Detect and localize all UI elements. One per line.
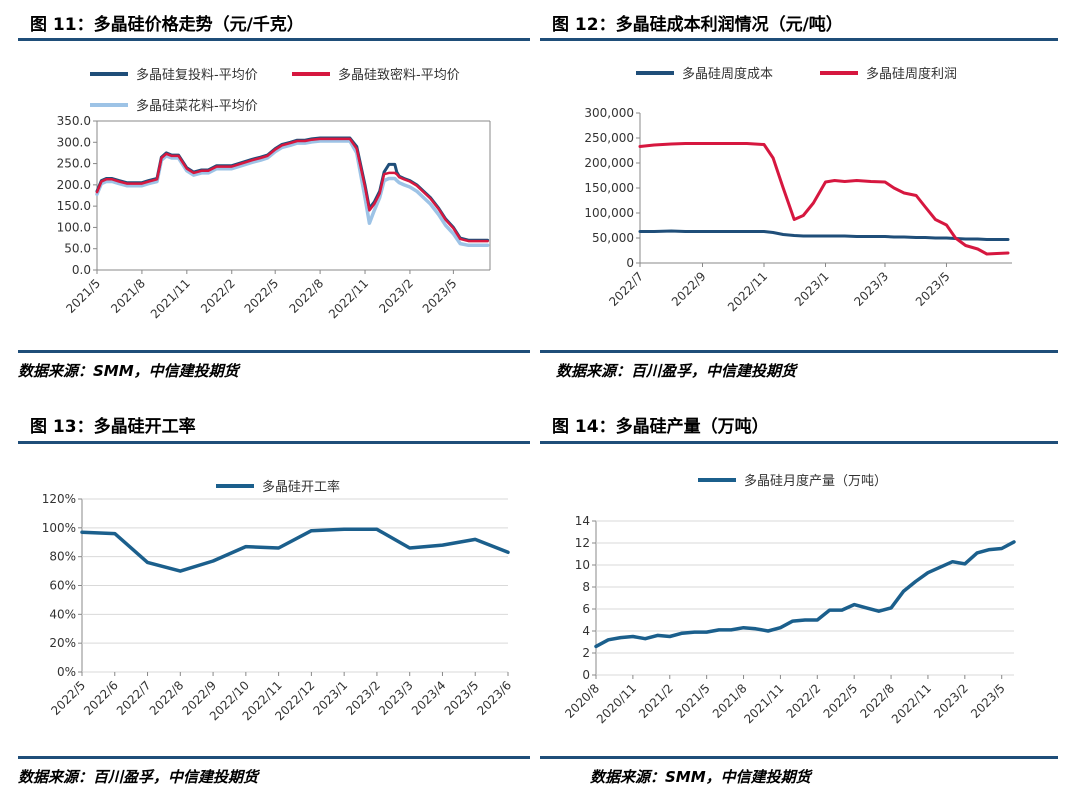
chart14-x-tick-label: 2022/11: [889, 681, 934, 726]
chart-12-top-rule: [540, 38, 1058, 41]
chart11-legend-label-3: 多晶硅菜花料-平均价: [136, 98, 258, 114]
chart11-y-tick-label: 200.0: [57, 178, 91, 192]
chart12-y-tick-label: 100,000: [584, 206, 634, 220]
chart12-x-tick-label: 2023/3: [851, 269, 891, 309]
chart14-x-tick-label: 2021/5: [673, 681, 713, 721]
chart14-y-tick-label: 8: [582, 580, 590, 594]
chart14-legend-label-1: 多晶硅月度产量（万吨）: [744, 473, 887, 489]
chart11-series-line-2: [95, 137, 489, 243]
chart12-x-tick-label: 2023/5: [913, 269, 953, 309]
chart14-y-tick-label: 6: [582, 602, 590, 616]
chart12-y-tick-label: 300,000: [584, 106, 634, 120]
chart-13-title: 图 13：多晶硅开工率: [30, 417, 196, 437]
chart11-y-tick-label: 300.0: [57, 135, 91, 149]
chart11-x-tick-label: 2022/8: [286, 276, 326, 316]
chart11-series-line-3: [95, 139, 490, 248]
chart-12-title: 图 12：多晶硅成本利润情况（元/吨）: [552, 15, 843, 35]
chart12-y-tick-label: 200,000: [584, 156, 634, 170]
chart13-x-tick-label: 2022/6: [81, 678, 121, 718]
chart11-x-tick-label: 2021/11: [148, 276, 193, 321]
chart11-x-tick-label: 2023/5: [420, 276, 460, 316]
chart12-x-tick-label: 2022/11: [725, 269, 770, 314]
chart14-y-tick-label: 0: [582, 668, 590, 682]
chart12-legend-label-2: 多晶硅周度利润: [866, 66, 957, 82]
chart11-x-tick-label: 2023/2: [376, 276, 416, 316]
chart13-x-tick-label: 2023/5: [442, 678, 482, 718]
chart12-legend-label-1: 多晶硅周度成本: [682, 66, 773, 82]
chart-11-top-rule: [18, 38, 530, 41]
chart-14-title: 图 14：多晶硅产量（万吨）: [552, 417, 769, 437]
chart13-x-tick-label: 2022/5: [48, 678, 88, 718]
chart13-x-tick-label: 2023/3: [376, 678, 416, 718]
chart14-y-tick-label: 2: [582, 646, 590, 660]
chart11-y-tick-label: 50.0: [64, 242, 91, 256]
chart13-x-tick-label: 2023/4: [409, 678, 449, 718]
chart-11-title: 图 11：多晶硅价格走势（元/千克）: [30, 15, 304, 35]
chart11-x-tick-label: 2022/11: [326, 276, 371, 321]
chart12-x-tick-label: 2023/1: [792, 269, 832, 309]
chart11-legend-label-1: 多晶硅复投料-平均价: [136, 67, 258, 83]
chart11-y-tick-label: 100.0: [57, 220, 91, 234]
chart13-y-tick-label: 40%: [49, 607, 76, 621]
chart12-x-tick-label: 2022/9: [669, 269, 709, 309]
chart13-y-tick-label: 60%: [49, 579, 76, 593]
chart14-x-tick-label: 2022/5: [821, 681, 861, 721]
chart-13-source: 数据来源：百川盈孚，中信建投期货: [18, 768, 259, 786]
chart14-y-tick-label: 12: [575, 536, 590, 550]
chart14-series-line-1: [594, 540, 1016, 649]
chart14-x-tick-label: 2022/2: [784, 681, 824, 721]
chart14-y-tick-label: 10: [575, 558, 590, 572]
chart14-x-tick-label: 2023/5: [968, 681, 1008, 721]
chart-14-source: 数据来源：SMM，中信建投期货: [590, 768, 811, 786]
chart11-y-tick-label: 0.0: [72, 263, 91, 277]
chart13-y-tick-label: 120%: [42, 492, 76, 506]
chart13-x-tick-label: 2023/1: [311, 678, 351, 718]
chart12-y-tick-label: 150,000: [584, 181, 634, 195]
chart14-y-tick-label: 4: [582, 624, 590, 638]
chart11-series-line-1: [95, 136, 490, 242]
chart13-x-tick-label: 2023/6: [474, 678, 514, 718]
chart11-legend-label-2: 多晶硅致密料-平均价: [338, 67, 460, 83]
chart-11-source: 数据来源：SMM，中信建投期货: [18, 362, 239, 380]
chart13-x-tick-label: 2023/2: [343, 678, 383, 718]
chart11-x-tick-label: 2021/8: [108, 276, 148, 316]
chart14-x-tick-label: 2021/11: [741, 681, 786, 726]
chart11-x-tick-label: 2022/5: [242, 276, 282, 316]
chart11-y-tick-label: 350.0: [57, 114, 91, 128]
chart-13-top-rule: [18, 441, 530, 444]
chart14-x-tick-label: 2021/2: [636, 681, 676, 721]
chart13-x-tick-label: 2022/8: [147, 678, 187, 718]
chart13-y-tick-label: 20%: [49, 636, 76, 650]
chart13-series-line-1: [80, 527, 510, 573]
chart13-y-tick-label: 80%: [49, 550, 76, 564]
chart11-y-tick-label: 250.0: [57, 157, 91, 171]
chart13-x-tick-label: 2022/7: [114, 678, 154, 718]
chart13-legend-label-1: 多晶硅开工率: [262, 479, 340, 495]
chart14-x-tick-label: 2020/11: [594, 681, 639, 726]
chart12-y-tick-label: 0: [626, 256, 634, 270]
chart12-x-tick-label: 2022/7: [606, 269, 646, 309]
chart14-y-tick-label: 14: [575, 514, 590, 528]
chart-14-top-rule: [540, 441, 1058, 444]
chart13-y-tick-label: 0%: [57, 665, 76, 679]
chart12-y-tick-label: 250,000: [584, 131, 634, 145]
chart-12-source: 数据来源：百川盈孚，中信建投期货: [556, 362, 797, 380]
chart-11-bottom-rule: [18, 350, 530, 353]
chart14-x-tick-label: 2023/2: [931, 681, 971, 721]
chart-14-bottom-rule: [540, 756, 1058, 759]
chart11-y-tick-label: 150.0: [57, 199, 91, 213]
chart12-y-tick-label: 50,000: [592, 231, 634, 245]
chart13-y-tick-label: 100%: [42, 521, 76, 535]
chart11-x-tick-label: 2022/2: [198, 276, 238, 316]
chart-13-bottom-rule: [18, 756, 530, 759]
chart-12-bottom-rule: [540, 350, 1058, 353]
chart11-x-tick-label: 2021/5: [63, 276, 103, 316]
chart12-series-line-2: [638, 142, 1010, 256]
